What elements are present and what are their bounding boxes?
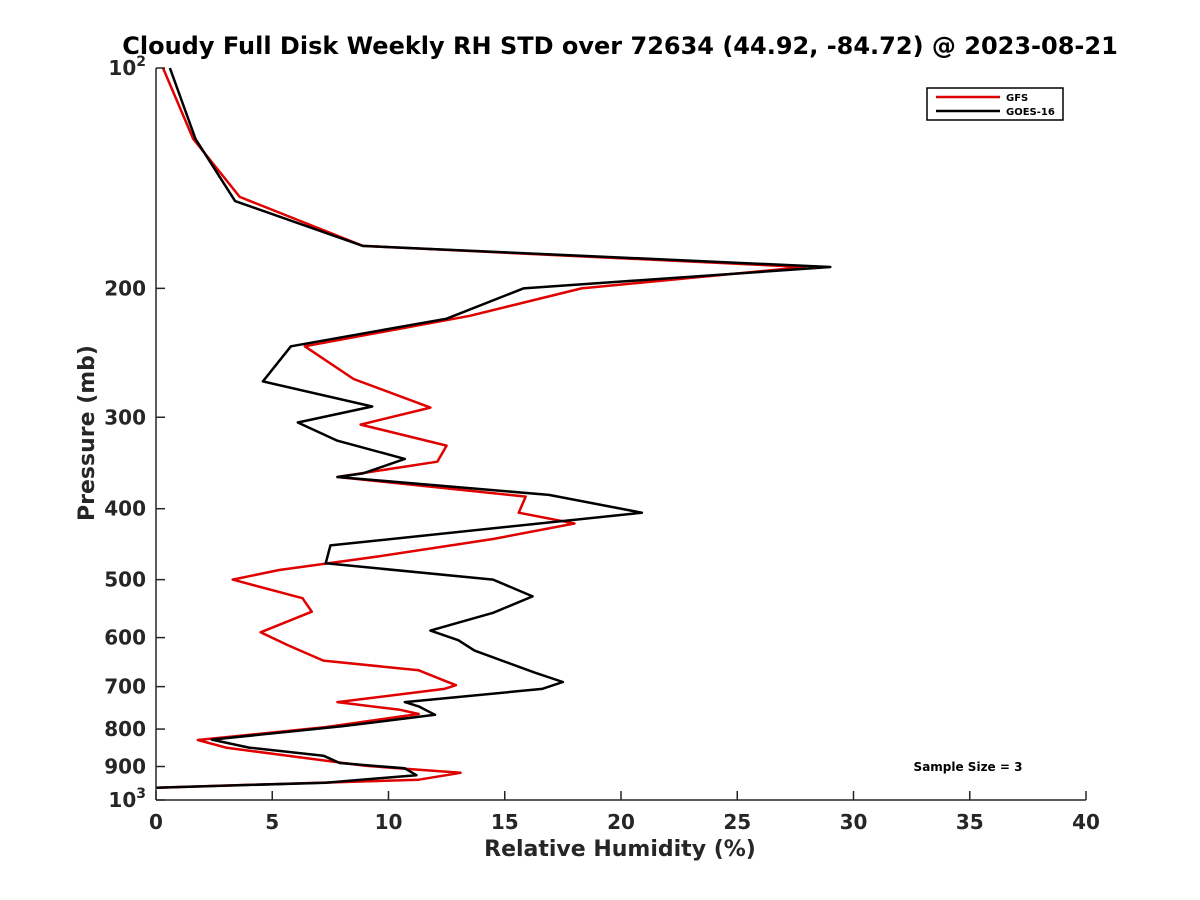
y-tick-label: 900 <box>104 755 146 779</box>
y-tick-label: 800 <box>104 717 146 741</box>
x-tick-label: 35 <box>956 810 984 834</box>
y-tick-label: 400 <box>104 497 146 521</box>
y-tick-label: 600 <box>104 626 146 650</box>
legend: GFS GOES-16 <box>926 87 1064 121</box>
chart-title: Cloudy Full Disk Weekly RH STD over 7263… <box>122 32 1118 60</box>
x-tick-label: 40 <box>1072 810 1100 834</box>
sample-size-annotation: Sample Size = 3 <box>914 760 1023 774</box>
x-tick-label: 5 <box>265 810 279 834</box>
x-axis-label: Relative Humidity (%) <box>484 837 756 862</box>
legend-label-gfs: GFS <box>1006 93 1028 104</box>
y-tick-label: 200 <box>104 276 146 300</box>
y-tick-label: 500 <box>104 568 146 592</box>
x-tick-label: 25 <box>723 810 751 834</box>
y-tick-label: 700 <box>104 675 146 699</box>
x-tick-label: 0 <box>149 810 163 834</box>
y-axis-label: Pressure (mb) <box>75 345 100 521</box>
series-line-gfs <box>155 67 806 789</box>
y-tick-label: 103 <box>108 786 146 812</box>
x-tick-label: 15 <box>491 810 519 834</box>
x-tick-label: 10 <box>375 810 403 834</box>
x-tick-label: 20 <box>607 810 635 834</box>
axes-layer: 0 5 10 15 20 25 30 35 40 102 200 300 400 500 600 700 800… <box>104 54 1100 834</box>
y-tick-label: 102 <box>108 54 146 80</box>
series-layer <box>155 67 832 789</box>
legend-label-goes16: GOES-16 <box>1006 107 1055 118</box>
series-line-goes16 <box>155 67 832 789</box>
x-tick-label: 30 <box>840 810 868 834</box>
plot-area: 0 5 10 15 20 25 30 35 40 102 200 300 400 500 600 700 800… <box>104 54 1100 834</box>
y-tick-label: 300 <box>104 405 146 429</box>
legend-box <box>926 87 1064 121</box>
